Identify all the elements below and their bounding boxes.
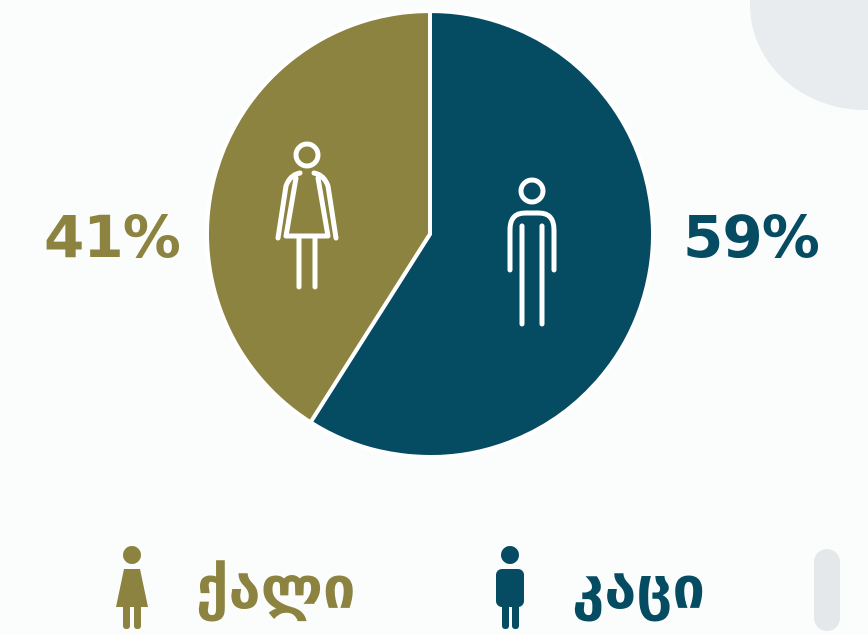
legend-item-male: კაცი [492,545,705,631]
female-legend-icon [116,546,148,629]
pie-slice-female [205,9,432,425]
legend-item-female: ქალი [112,545,356,631]
legend-label-male: კაცი [572,554,706,622]
pie-slices [205,9,655,459]
legend-label-female: ქალი [196,554,356,622]
scrollbar-thumb[interactable] [814,549,840,631]
pie-slice-male [308,9,655,459]
male-percentage-label: 59% [683,203,820,271]
female-percentage-label: 41% [44,203,181,271]
female-figure-icon [275,141,339,290]
male-legend-icon [496,546,524,629]
male-figure-icon [507,177,557,327]
